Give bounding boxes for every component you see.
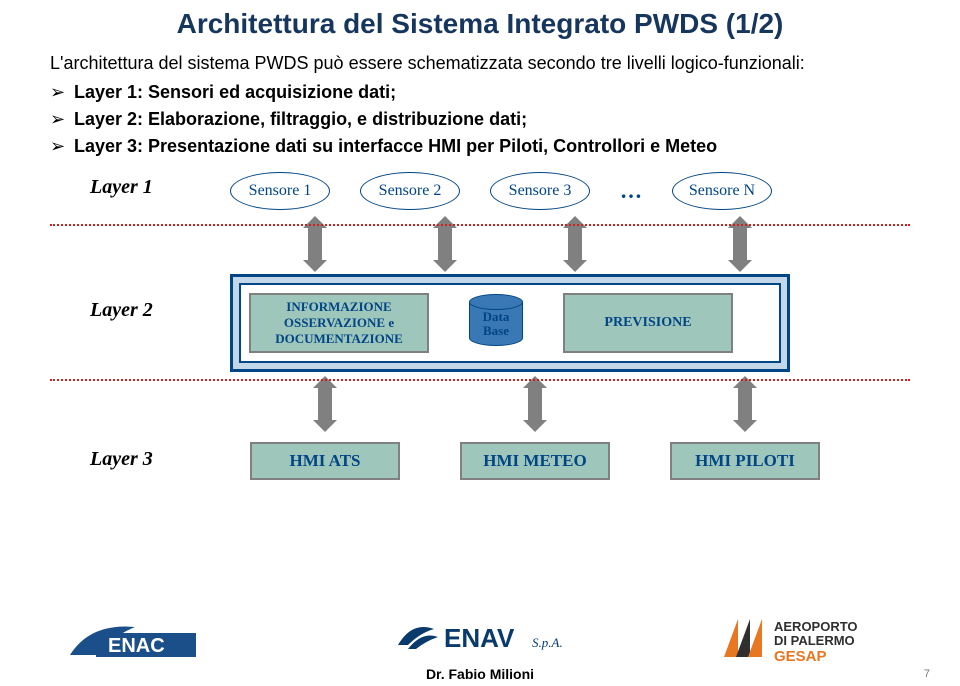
information-box: INFORMAZIONE OSSERVAZIONE e DOCUMENTAZIO… xyxy=(249,293,429,353)
body-text: L'architettura del sistema PWDS può esse… xyxy=(0,40,960,160)
layer2-label: Layer 2 xyxy=(90,299,153,322)
sensor-node: Sensore 3 xyxy=(490,172,590,210)
page-title: Architettura del Sistema Integrato PWDS … xyxy=(0,0,960,40)
sensor-node: Sensore 2 xyxy=(360,172,460,210)
database-cylinder: Data Base xyxy=(469,294,523,352)
bullet-text: Layer 2: Elaborazione, filtraggio, e dis… xyxy=(74,106,910,133)
hmi-box: HMI ATS xyxy=(250,442,400,480)
sensor-row: Sensore 1 Sensore 2 Sensore 3 … Sensore … xyxy=(230,172,772,210)
hmi-box: HMI PILOTI xyxy=(670,442,820,480)
enav-logo: ENAV S.p.A. xyxy=(390,615,590,668)
hmi-row: HMI ATS HMI METEO HMI PILOTI xyxy=(250,442,820,480)
author-name: Dr. Fabio Milioni xyxy=(0,666,960,682)
bullet-symbol: ➢ xyxy=(50,79,74,106)
layer-separator xyxy=(50,224,910,226)
gesap-line1: AEROPORTO xyxy=(774,619,858,634)
db-top xyxy=(469,294,523,310)
intro-text: L'architettura del sistema PWDS può esse… xyxy=(50,50,910,77)
page-footer: ENAC ENAV S.p.A. AEROPORTO DI PALERMO GE… xyxy=(0,610,960,682)
db-label: Data Base xyxy=(469,310,523,337)
enav-spa: S.p.A. xyxy=(532,635,563,650)
bullet-symbol: ➢ xyxy=(50,106,74,133)
db-line: Data xyxy=(469,310,523,324)
info-line: DOCUMENTAZIONE xyxy=(275,331,403,347)
layer2-inner: INFORMAZIONE OSSERVAZIONE e DOCUMENTAZIO… xyxy=(239,283,781,363)
sensor-ellipsis: … xyxy=(620,178,642,204)
layer-separator xyxy=(50,379,910,381)
layer3-label: Layer 3 xyxy=(90,448,153,471)
info-line: OSSERVAZIONE e xyxy=(284,315,394,331)
enac-label: ENAC xyxy=(108,635,165,657)
layer1-label: Layer 1 xyxy=(90,176,153,199)
architecture-diagram: Layer 1 Layer 2 Layer 3 Sensore 1 Sensor… xyxy=(50,164,910,494)
bullet-item: ➢ Layer 3: Presentazione dati su interfa… xyxy=(50,133,910,160)
hmi-box: HMI METEO xyxy=(460,442,610,480)
info-line: INFORMAZIONE xyxy=(286,299,391,315)
sensor-node: Sensore 1 xyxy=(230,172,330,210)
bullet-symbol: ➢ xyxy=(50,133,74,160)
bullet-item: ➢ Layer 2: Elaborazione, filtraggio, e d… xyxy=(50,106,910,133)
page-number: 7 xyxy=(924,668,930,680)
gesap-brand: GESAP xyxy=(774,648,827,665)
forecast-box: PREVISIONE xyxy=(563,293,733,353)
bullet-item: ➢ Layer 1: Sensori ed acquisizione dati; xyxy=(50,79,910,106)
sensor-node: Sensore N xyxy=(672,172,772,210)
enav-label: ENAV xyxy=(444,623,515,653)
bullet-text: Layer 1: Sensori ed acquisizione dati; xyxy=(74,79,910,106)
db-line: Base xyxy=(469,324,523,338)
gesap-line2: DI PALERMO xyxy=(774,633,855,648)
layer2-panel: INFORMAZIONE OSSERVAZIONE e DOCUMENTAZIO… xyxy=(230,274,790,372)
gesap-logo: AEROPORTO DI PALERMO GESAP xyxy=(720,613,920,674)
bullet-text: Layer 3: Presentazione dati su interfacc… xyxy=(74,133,910,160)
